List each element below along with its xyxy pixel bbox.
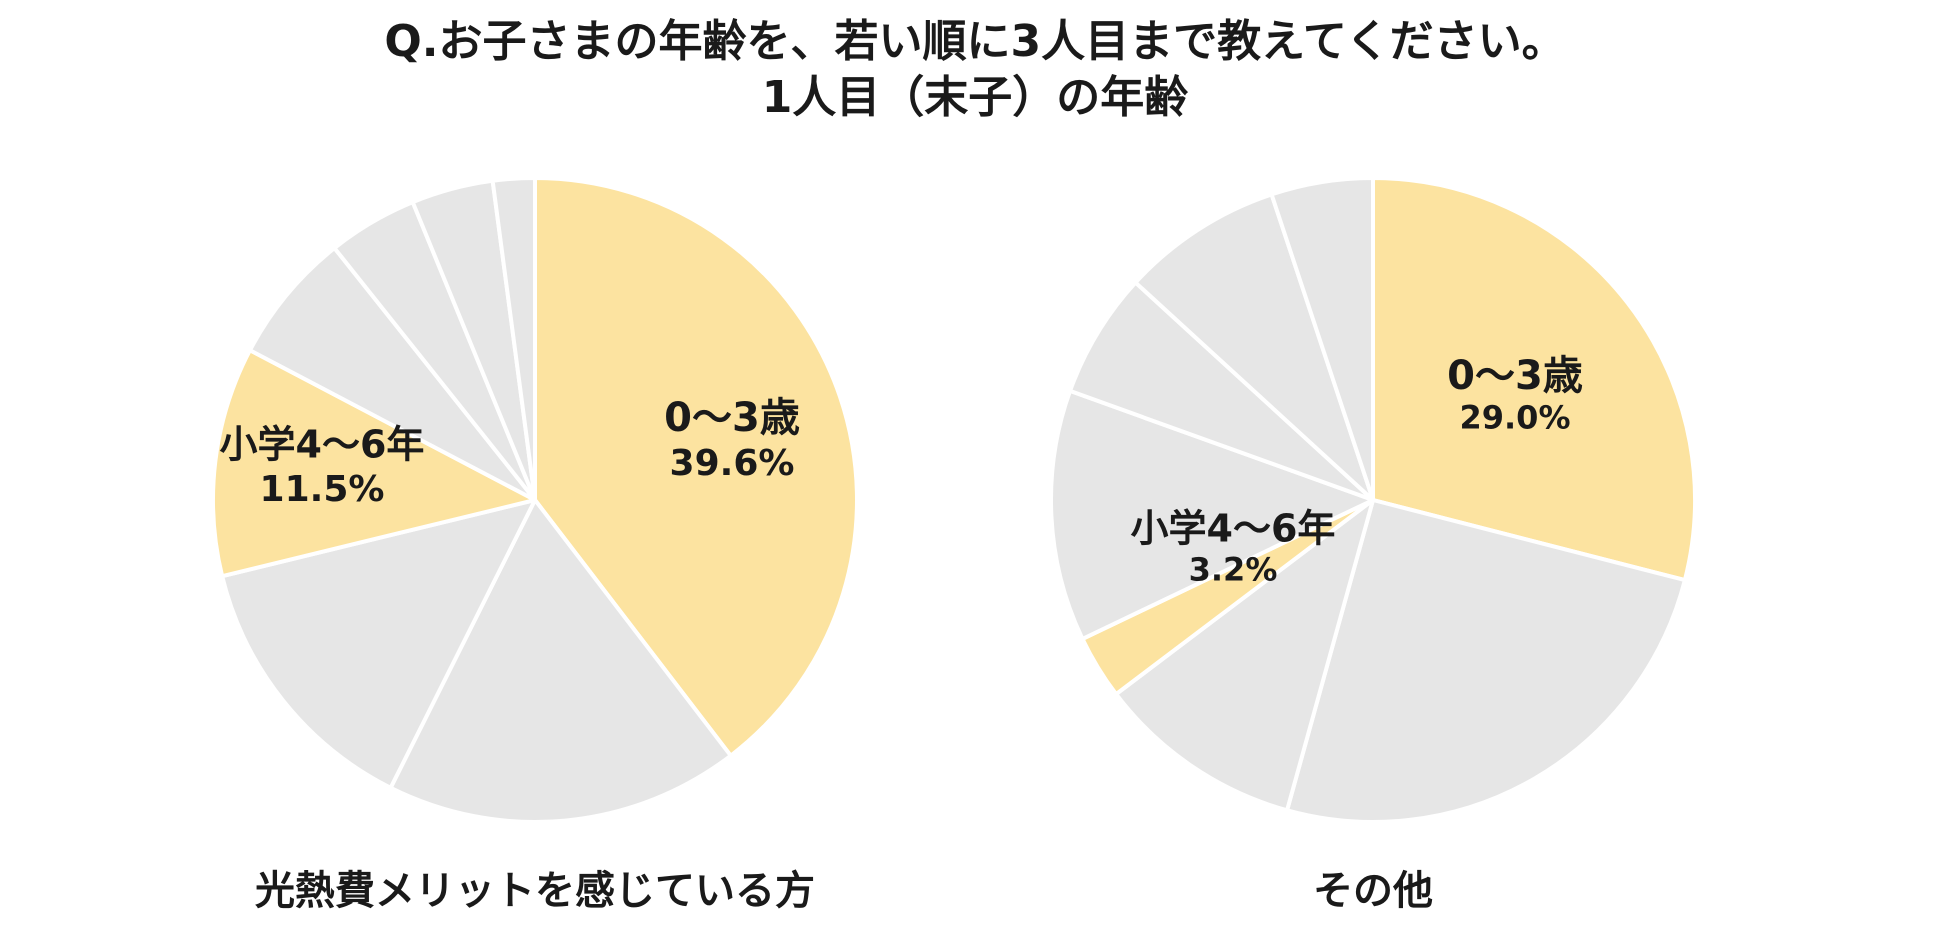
pie-slice (388, 498, 733, 824)
slice-value-label: 11.5% (260, 469, 385, 510)
pie-slice (1049, 388, 1375, 641)
page-title-line-2: 1人目（末子）の年齢 (761, 72, 1189, 123)
pie-slice (1133, 192, 1375, 502)
pie-slice (220, 498, 537, 790)
pie-slice (211, 348, 537, 579)
slice-category-label: 小学4〜6年 (1131, 506, 1336, 550)
pie-slice (1371, 176, 1697, 583)
slice-category-label: 0〜3歳 (664, 395, 800, 441)
pie-slice (247, 246, 537, 502)
slice-value-label: 3.2% (1189, 551, 1278, 589)
pie-slice (1269, 176, 1375, 502)
pie-slice (533, 176, 859, 758)
slice-value-label: 39.6% (670, 443, 795, 484)
pie-slice (490, 176, 537, 502)
slice-category-label: 小学4〜6年 (220, 422, 425, 466)
pie-chart-caption: その他 (1313, 868, 1433, 914)
pie-slice (1068, 280, 1375, 502)
pie-slice (1285, 498, 1687, 824)
pie-chart-caption: 光熱費メリットを感じている方 (255, 868, 815, 914)
slice-value-label: 29.0% (1459, 399, 1570, 437)
pie-slice (1114, 498, 1375, 813)
slice-category-label: 0〜3歳 (1447, 353, 1583, 399)
page-title-line-1: Q.お子さまの年齢を、若い順に3人目まで教えてください。 (384, 16, 1566, 67)
chart-title-block: Q.お子さまの年齢を、若い順に3人目まで教えてください。 1人目（末子）の年齢 (0, 14, 1950, 126)
